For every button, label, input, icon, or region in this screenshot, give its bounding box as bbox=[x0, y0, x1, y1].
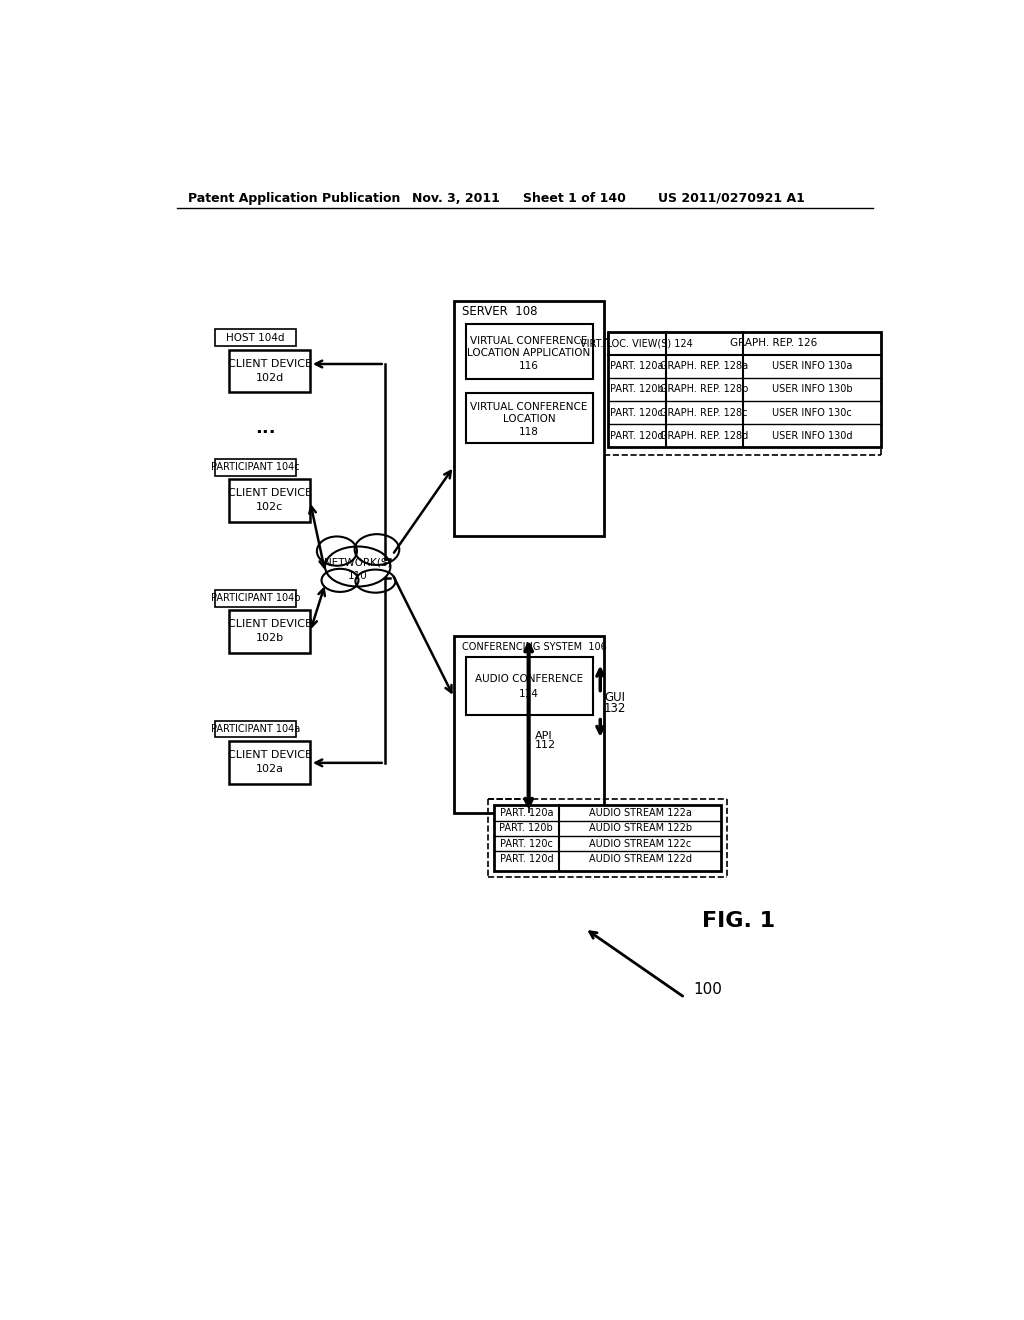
Text: PART. 120d: PART. 120d bbox=[609, 430, 664, 441]
Text: API: API bbox=[535, 731, 552, 741]
Text: PART. 120c: PART. 120c bbox=[610, 408, 663, 417]
Ellipse shape bbox=[355, 570, 395, 593]
Bar bbox=[215, 590, 296, 607]
Bar bbox=[229, 479, 310, 521]
Text: GRAPH. REP. 128b: GRAPH. REP. 128b bbox=[660, 384, 749, 395]
Text: PART. 120b: PART. 120b bbox=[609, 384, 664, 395]
Bar bbox=[454, 636, 604, 813]
Text: AUDIO STREAM 122a: AUDIO STREAM 122a bbox=[589, 808, 692, 818]
Text: NETWORK(S): NETWORK(S) bbox=[324, 557, 391, 568]
Text: SERVER  108: SERVER 108 bbox=[462, 305, 538, 318]
Text: 100: 100 bbox=[693, 982, 723, 998]
Text: USER INFO 130b: USER INFO 130b bbox=[772, 384, 852, 395]
Bar bbox=[229, 350, 310, 392]
Bar bbox=[229, 610, 310, 653]
Text: 102d: 102d bbox=[255, 372, 284, 383]
Text: USER INFO 130d: USER INFO 130d bbox=[772, 430, 852, 441]
Text: AUDIO CONFERENCE: AUDIO CONFERENCE bbox=[475, 675, 583, 684]
Bar bbox=[608, 331, 882, 447]
Text: ...: ... bbox=[255, 418, 275, 437]
Text: AUDIO STREAM 122b: AUDIO STREAM 122b bbox=[589, 824, 692, 833]
Text: CLIENT DEVICE: CLIENT DEVICE bbox=[227, 619, 311, 630]
Text: PART. 120a: PART. 120a bbox=[609, 362, 664, 371]
Text: 102b: 102b bbox=[255, 634, 284, 643]
Text: 112: 112 bbox=[535, 741, 556, 750]
Bar bbox=[466, 393, 593, 444]
Text: GUI: GUI bbox=[604, 690, 625, 704]
Text: 102a: 102a bbox=[256, 764, 284, 774]
Text: VIRTUAL CONFERENCE: VIRTUAL CONFERENCE bbox=[470, 403, 588, 412]
Text: GRAPH. REP. 128a: GRAPH. REP. 128a bbox=[660, 362, 749, 371]
Text: PART. 120d: PART. 120d bbox=[500, 854, 553, 865]
Text: Patent Application Publication: Patent Application Publication bbox=[188, 191, 400, 205]
Text: Nov. 3, 2011: Nov. 3, 2011 bbox=[412, 191, 500, 205]
Text: GRAPH. REP. 128c: GRAPH. REP. 128c bbox=[660, 408, 748, 417]
Bar bbox=[466, 323, 593, 379]
Text: CLIENT DEVICE: CLIENT DEVICE bbox=[227, 488, 311, 499]
Bar bbox=[494, 805, 721, 871]
Text: GRAPH. REP. 126: GRAPH. REP. 126 bbox=[730, 338, 817, 348]
Text: PART. 120c: PART. 120c bbox=[500, 838, 553, 849]
Bar bbox=[215, 330, 296, 346]
Text: PARTICIPANT 104b: PARTICIPANT 104b bbox=[211, 593, 300, 603]
Text: LOCATION APPLICATION: LOCATION APPLICATION bbox=[467, 348, 591, 358]
Ellipse shape bbox=[325, 546, 390, 586]
Text: USER INFO 130a: USER INFO 130a bbox=[772, 362, 852, 371]
Text: LOCATION: LOCATION bbox=[503, 413, 555, 424]
Text: 118: 118 bbox=[519, 426, 539, 437]
Text: PART. 120b: PART. 120b bbox=[500, 824, 553, 833]
Text: PARTICIPANT 104c: PARTICIPANT 104c bbox=[211, 462, 300, 473]
Text: CLIENT DEVICE: CLIENT DEVICE bbox=[227, 750, 311, 760]
Text: 110: 110 bbox=[348, 570, 368, 581]
Text: VIRTUAL CONFERENCE: VIRTUAL CONFERENCE bbox=[470, 335, 588, 346]
Ellipse shape bbox=[316, 536, 357, 566]
Ellipse shape bbox=[322, 569, 358, 591]
Bar bbox=[454, 301, 604, 536]
Text: VIRT. LOC. VIEW(S) 124: VIRT. LOC. VIEW(S) 124 bbox=[580, 338, 693, 348]
Ellipse shape bbox=[354, 535, 399, 565]
Text: PARTICIPANT 104a: PARTICIPANT 104a bbox=[211, 723, 300, 734]
Text: FIG. 1: FIG. 1 bbox=[702, 911, 775, 931]
Text: 102c: 102c bbox=[256, 502, 284, 512]
Bar bbox=[215, 459, 296, 475]
Text: HOST 104d: HOST 104d bbox=[226, 333, 285, 343]
Text: 132: 132 bbox=[604, 702, 627, 714]
Text: CLIENT DEVICE: CLIENT DEVICE bbox=[227, 359, 311, 370]
Text: Sheet 1 of 140: Sheet 1 of 140 bbox=[523, 191, 626, 205]
Bar bbox=[215, 721, 296, 738]
Text: 116: 116 bbox=[519, 362, 539, 371]
Text: GRAPH. REP. 128d: GRAPH. REP. 128d bbox=[660, 430, 749, 441]
Text: AUDIO STREAM 122c: AUDIO STREAM 122c bbox=[589, 838, 691, 849]
Bar bbox=[229, 742, 310, 784]
Bar bbox=[466, 657, 593, 715]
Text: 114: 114 bbox=[519, 689, 539, 700]
Text: US 2011/0270921 A1: US 2011/0270921 A1 bbox=[658, 191, 805, 205]
Text: AUDIO STREAM 122d: AUDIO STREAM 122d bbox=[589, 854, 692, 865]
Text: USER INFO 130c: USER INFO 130c bbox=[772, 408, 852, 417]
Text: CONFERENCING SYSTEM  106: CONFERENCING SYSTEM 106 bbox=[462, 642, 606, 652]
Text: PART. 120a: PART. 120a bbox=[500, 808, 553, 818]
